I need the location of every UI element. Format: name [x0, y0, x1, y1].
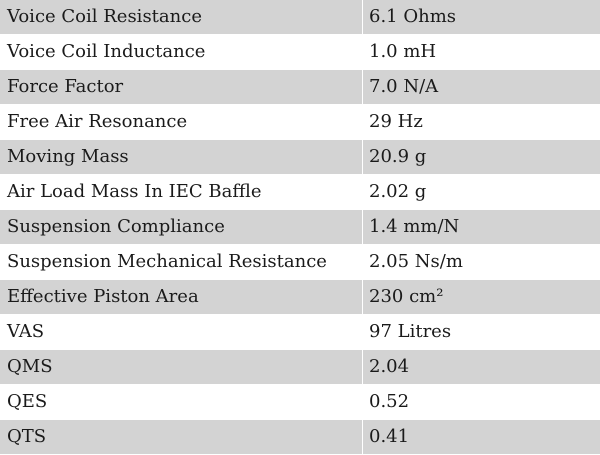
table-row: Voice Coil Resistance 6.1 Ohms — [0, 0, 600, 35]
spec-value: 2.02 g — [363, 175, 600, 210]
spec-label: Suspension Compliance — [0, 210, 363, 245]
table-row: Effective Piston Area 230 cm² — [0, 280, 600, 315]
spec-label: QMS — [0, 350, 363, 385]
spec-value: 97 Litres — [363, 315, 600, 350]
spec-label: Air Load Mass In IEC Baffle — [0, 175, 363, 210]
spec-value: 6.1 Ohms — [363, 0, 600, 35]
spec-value: 0.52 — [363, 385, 600, 420]
spec-label: Effective Piston Area — [0, 280, 363, 315]
spec-value: 0.41 — [363, 420, 600, 455]
table-row: Suspension Compliance 1.4 mm/N — [0, 210, 600, 245]
spec-label: Moving Mass — [0, 140, 363, 175]
spec-label: Free Air Resonance — [0, 105, 363, 140]
spec-value: 2.04 — [363, 350, 600, 385]
table-row: QES 0.52 — [0, 385, 600, 420]
spec-label: VAS — [0, 315, 363, 350]
spec-value: 29 Hz — [363, 105, 600, 140]
spec-value: 230 cm² — [363, 280, 600, 315]
spec-value: 1.0 mH — [363, 35, 600, 70]
table-row: Suspension Mechanical Resistance 2.05 Ns… — [0, 245, 600, 280]
table-row: Air Load Mass In IEC Baffle 2.02 g — [0, 175, 600, 210]
table-row: Voice Coil Inductance 1.0 mH — [0, 35, 600, 70]
table-row: VAS 97 Litres — [0, 315, 600, 350]
spec-label: QES — [0, 385, 363, 420]
table-row: Force Factor 7.0 N/A — [0, 70, 600, 105]
table-row: Free Air Resonance 29 Hz — [0, 105, 600, 140]
spec-label: Voice Coil Inductance — [0, 35, 363, 70]
table-row: QMS 2.04 — [0, 350, 600, 385]
spec-label: Force Factor — [0, 70, 363, 105]
spec-value: 2.05 Ns/m — [363, 245, 600, 280]
spec-label: Suspension Mechanical Resistance — [0, 245, 363, 280]
spec-value: 20.9 g — [363, 140, 600, 175]
table-row: Moving Mass 20.9 g — [0, 140, 600, 175]
spec-label: Voice Coil Resistance — [0, 0, 363, 35]
spec-value: 1.4 mm/N — [363, 210, 600, 245]
table-row: QTS 0.41 — [0, 420, 600, 455]
spec-label: QTS — [0, 420, 363, 455]
spec-value: 7.0 N/A — [363, 70, 600, 105]
